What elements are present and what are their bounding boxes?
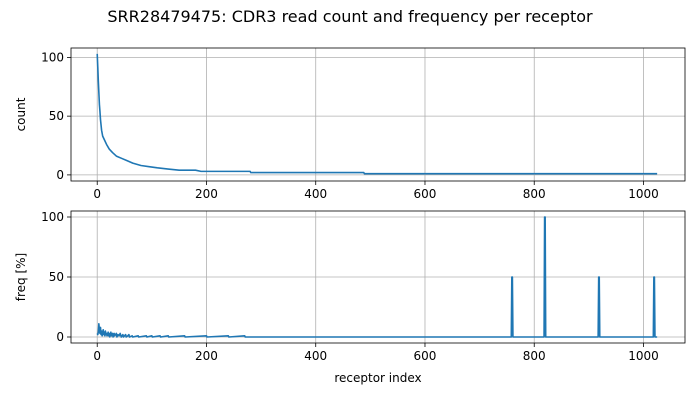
top-y-axis-label: count bbox=[14, 97, 28, 131]
top-x-tick-label: 200 bbox=[195, 187, 218, 201]
bottom-x-tick-label: 600 bbox=[414, 349, 437, 363]
bottom-y-tick-label: 50 bbox=[49, 270, 64, 284]
bottom-x-axis-label: receptor index bbox=[334, 371, 421, 385]
top-x-tick-label: 400 bbox=[304, 187, 327, 201]
top-x-tick-label: 1000 bbox=[628, 187, 659, 201]
bottom-x-tick-label: 200 bbox=[195, 349, 218, 363]
top-y-tick-label: 0 bbox=[56, 168, 64, 182]
bottom-y-axis-label: freq [%] bbox=[14, 253, 28, 301]
bottom-x-tick-label: 800 bbox=[523, 349, 546, 363]
figure-title: SRR28479475: CDR3 read count and frequen… bbox=[107, 7, 593, 26]
top-y-tick-label: 50 bbox=[49, 109, 64, 123]
top-y-tick-label: 100 bbox=[41, 50, 64, 64]
bottom-x-tick-label: 400 bbox=[304, 349, 327, 363]
bottom-y-tick-label: 100 bbox=[41, 210, 64, 224]
bottom-series-line bbox=[96, 216, 658, 338]
bottom-y-tick-label: 0 bbox=[56, 330, 64, 344]
bottom-subplot-frequency: 0 200 400 600 800 1000 0 50 100 freq [%] receptor … bbox=[14, 210, 686, 385]
bottom-x-tick-label: 0 bbox=[93, 349, 101, 363]
top-axes-frame bbox=[70, 47, 686, 182]
top-x-tick-label: 600 bbox=[414, 187, 437, 201]
top-subplot-count: 0 200 400 600 800 1000 0 50 100 count bbox=[14, 47, 686, 201]
top-x-tick-label: 0 bbox=[93, 187, 101, 201]
top-x-tick-label: 800 bbox=[523, 187, 546, 201]
top-series-line bbox=[96, 53, 658, 175]
bottom-x-tick-label: 1000 bbox=[628, 349, 659, 363]
